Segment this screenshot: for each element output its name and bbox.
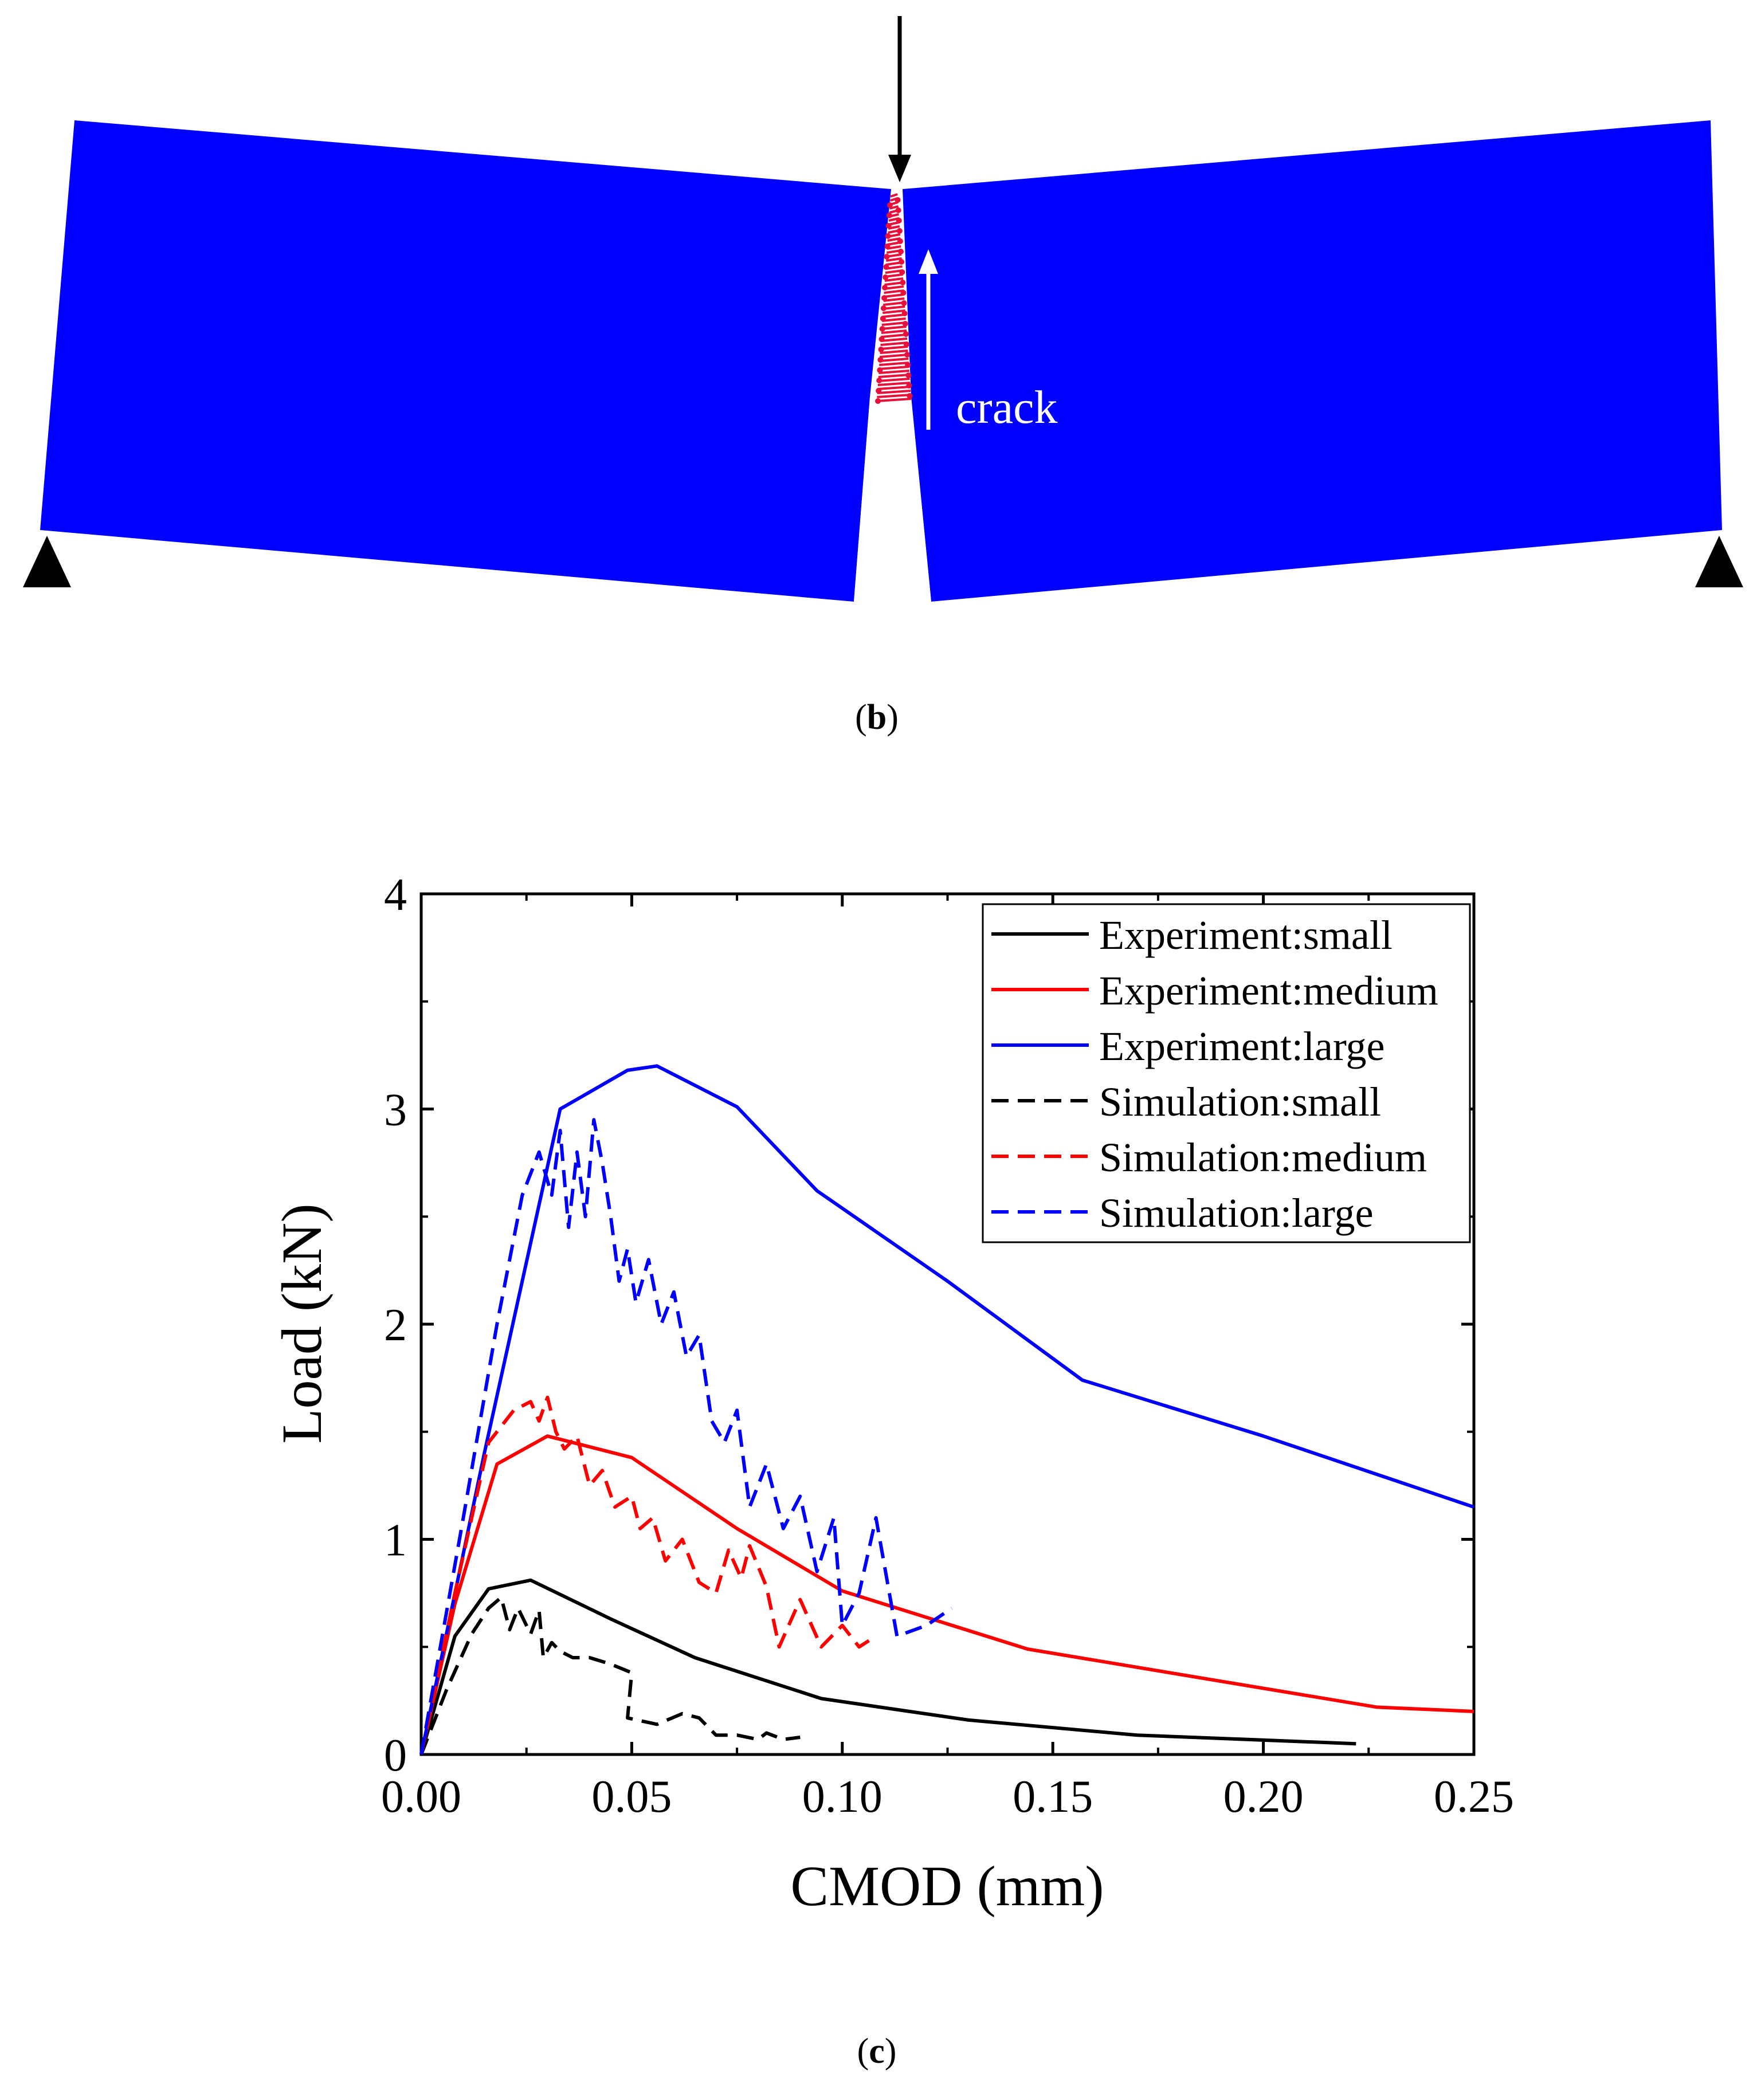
crack-particle [895, 207, 901, 213]
x-axis-label: CMOD (mm) [790, 1854, 1104, 1918]
crack-particle [900, 280, 906, 285]
legend-label: Experiment:medium [1099, 968, 1438, 1014]
legend: Experiment:small Experiment:medium Experim… [982, 903, 1471, 1243]
crack-arrow-head [919, 249, 938, 274]
crack-particle [875, 398, 881, 404]
crack-particle [903, 331, 909, 337]
crack-particle [882, 285, 888, 291]
crack-particle [885, 233, 891, 239]
crack-particle [898, 249, 904, 254]
x-tick-label: 0.10 [802, 1772, 883, 1822]
series-line-experiment-large [419, 1064, 1474, 1755]
y-axis-label: Load (kN) [270, 1203, 334, 1443]
crack-marks [876, 193, 912, 402]
crack-particle [901, 311, 908, 316]
crack-particle [895, 197, 901, 203]
x-ticks: 0.00 0.05 0.10 0.15 0.20 0.25 [381, 894, 1514, 1822]
y-tick-label: 0 [384, 1730, 407, 1781]
crack-particle [881, 295, 887, 301]
crack-particle [899, 269, 905, 275]
y-tick-label: 1 [384, 1516, 407, 1566]
crack-particle [883, 274, 889, 280]
crack-particle [880, 316, 886, 321]
crack-particle [905, 362, 911, 368]
y-tick-label: 3 [384, 1085, 407, 1136]
crack-particle [885, 223, 892, 229]
crack-particle [877, 357, 884, 363]
crack-particle [896, 218, 902, 223]
panel-b-caption: (b) [855, 698, 899, 737]
crack-label: crack [956, 381, 1058, 433]
crack-particle [879, 326, 885, 332]
legend-label: Simulation:medium [1099, 1135, 1427, 1180]
x-tick-label: 0.25 [1434, 1772, 1514, 1822]
crack-particle [884, 254, 890, 260]
crack-zone [875, 193, 913, 404]
right-support [1695, 536, 1743, 587]
series-line-simulation-small [419, 1595, 801, 1756]
x-tick-label: 0.20 [1223, 1772, 1304, 1822]
crack-particle [878, 347, 884, 352]
crack-particle [896, 228, 903, 234]
y-tick-label: 2 [384, 1300, 407, 1351]
load-arrow-head [888, 155, 911, 182]
crack-particle [903, 342, 909, 347]
x-tick-label: 0.00 [381, 1772, 461, 1822]
series-line-experiment-medium [419, 1434, 1474, 1755]
beam-notch [854, 393, 931, 602]
beam-left-half [40, 120, 891, 602]
crack-particle [877, 367, 883, 373]
crack-particle [902, 321, 908, 327]
legend-label: Simulation:small [1099, 1079, 1381, 1125]
x-tick-label: 0.05 [591, 1772, 672, 1822]
legend-box [982, 903, 1471, 1243]
left-support [23, 536, 71, 587]
y-ticks: 0 1 2 3 4 [384, 870, 1474, 1781]
crack-particle [901, 300, 907, 306]
series-line-simulation-large [419, 1118, 953, 1755]
crack-particle [897, 238, 903, 244]
panel-b-beam-diagram: crack [23, 16, 1743, 602]
crack-particle [899, 259, 905, 265]
crack-particle [876, 378, 883, 383]
y-tick-label: 4 [384, 870, 407, 920]
crack-particle [906, 383, 912, 388]
legend-label: Experiment:large [1099, 1023, 1385, 1069]
series-line-experiment-small [419, 1578, 1356, 1755]
chart: 0 1 2 3 4 0.00 0.05 0.10 0.15 0.20 0.25 Experimen… [270, 870, 1514, 1918]
crack-particle [876, 388, 882, 394]
crack-particle [886, 213, 892, 218]
crack-particle [878, 336, 885, 342]
legend-label: Experiment:small [1099, 912, 1393, 958]
crack-particle [884, 244, 891, 249]
crack-particle [880, 305, 887, 311]
panel-c-caption: (c) [857, 2032, 897, 2071]
crack-particle [904, 352, 911, 358]
crack-particle [900, 290, 907, 296]
beam-right-half [903, 120, 1722, 602]
legend-label: Simulation:large [1099, 1190, 1374, 1236]
series-group [419, 1064, 1474, 1756]
crack-particle [883, 264, 889, 270]
crack-particle [905, 372, 912, 378]
x-tick-label: 0.15 [1013, 1772, 1093, 1822]
series-line-simulation-medium [419, 1395, 877, 1755]
crack-particle [907, 393, 913, 399]
crack-particle [887, 202, 893, 208]
